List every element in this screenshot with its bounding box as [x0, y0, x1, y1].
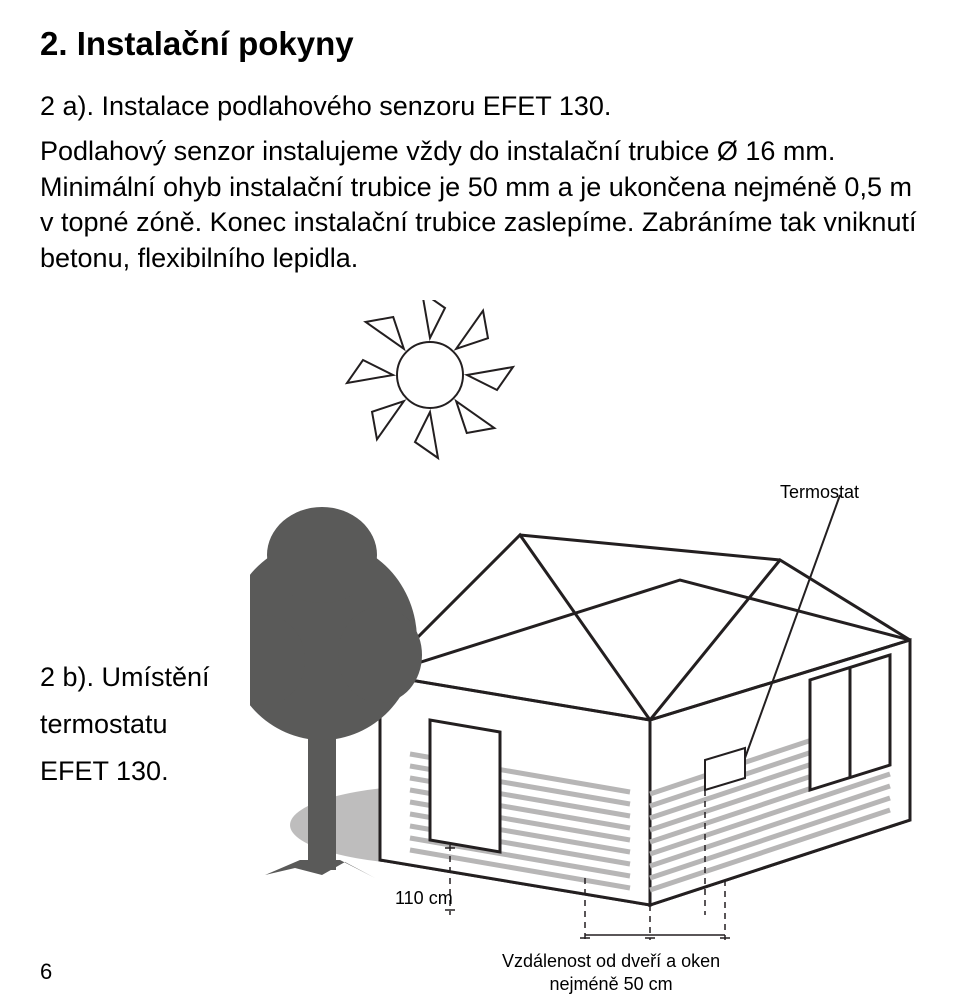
section-2a: 2 a). Instalace podlahového senzoru EFET… [40, 91, 920, 277]
house-icon [380, 535, 910, 905]
label-termostat: Termostat [780, 482, 859, 503]
section-2b-line1: 2 b). Umístění [40, 660, 210, 695]
section-2b: 2 b). Umístění termostatu EFET 130. [40, 660, 210, 801]
label-height: 110 cm [395, 888, 453, 909]
label-distance-line2: nejméně 50 cm [550, 974, 673, 994]
sun-icon [347, 300, 513, 458]
page-heading: 2. Instalační pokyny [40, 25, 920, 63]
label-distance: Vzdálenost od dveří a oken nejméně 50 cm [502, 950, 720, 995]
page-number: 6 [40, 959, 52, 985]
section-2b-line3: EFET 130. [40, 754, 210, 789]
section-2b-line2: termostatu [40, 707, 210, 742]
installation-diagram [250, 300, 930, 940]
section-2a-body: Podlahový senzor instalujeme vždy do ins… [40, 134, 920, 277]
label-distance-line1: Vzdálenost od dveří a oken [502, 951, 720, 971]
section-2a-subheading: 2 a). Instalace podlahového senzoru EFET… [40, 91, 920, 122]
